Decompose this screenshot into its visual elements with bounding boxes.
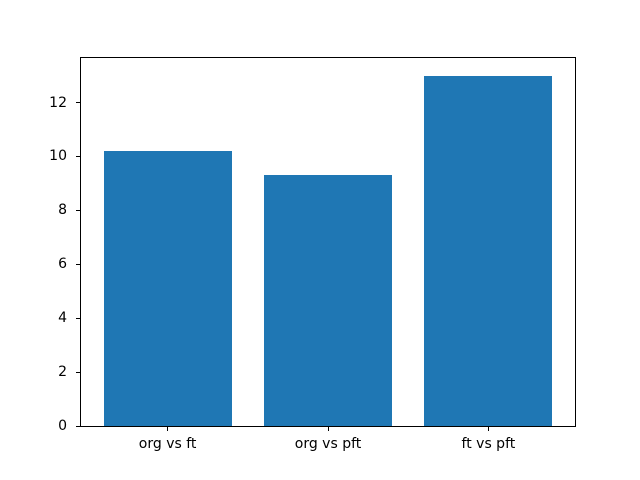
- x-tick-mark: [487, 427, 489, 431]
- x-tick-label: org vs ft: [138, 436, 197, 452]
- bar-org-vs-pft: [263, 175, 393, 426]
- x-tick-label: ft vs pft: [461, 436, 516, 452]
- y-tick-label: 0: [58, 418, 67, 434]
- y-tick-label: 12: [49, 94, 67, 111]
- plot-area: 0 2 4 6 8 10 12 org vs ft org vs pft ft vs pft: [49, 57, 576, 452]
- x-tick-mark: [167, 427, 169, 431]
- x-tick-mark: [327, 427, 329, 431]
- y-tick-label: 8: [58, 202, 67, 219]
- bar-org-vs-ft: [103, 151, 232, 426]
- y-tick-label: 2: [58, 364, 67, 381]
- y-tick-mark: [76, 317, 80, 319]
- y-tick-mark: [76, 102, 80, 103]
- y-tick-mark: [76, 209, 80, 211]
- y-tick-label: 4: [58, 310, 67, 327]
- bar-ft-vs-pft: [424, 75, 553, 426]
- y-tick-mark: [76, 425, 80, 427]
- y-tick-label: 6: [58, 256, 67, 273]
- y-tick-mark: [76, 371, 80, 373]
- y-tick-mark: [76, 263, 80, 265]
- y-tick-mark: [76, 155, 80, 157]
- y-tick-label: 10: [49, 148, 67, 165]
- x-tick-label: org vs pft: [294, 436, 362, 452]
